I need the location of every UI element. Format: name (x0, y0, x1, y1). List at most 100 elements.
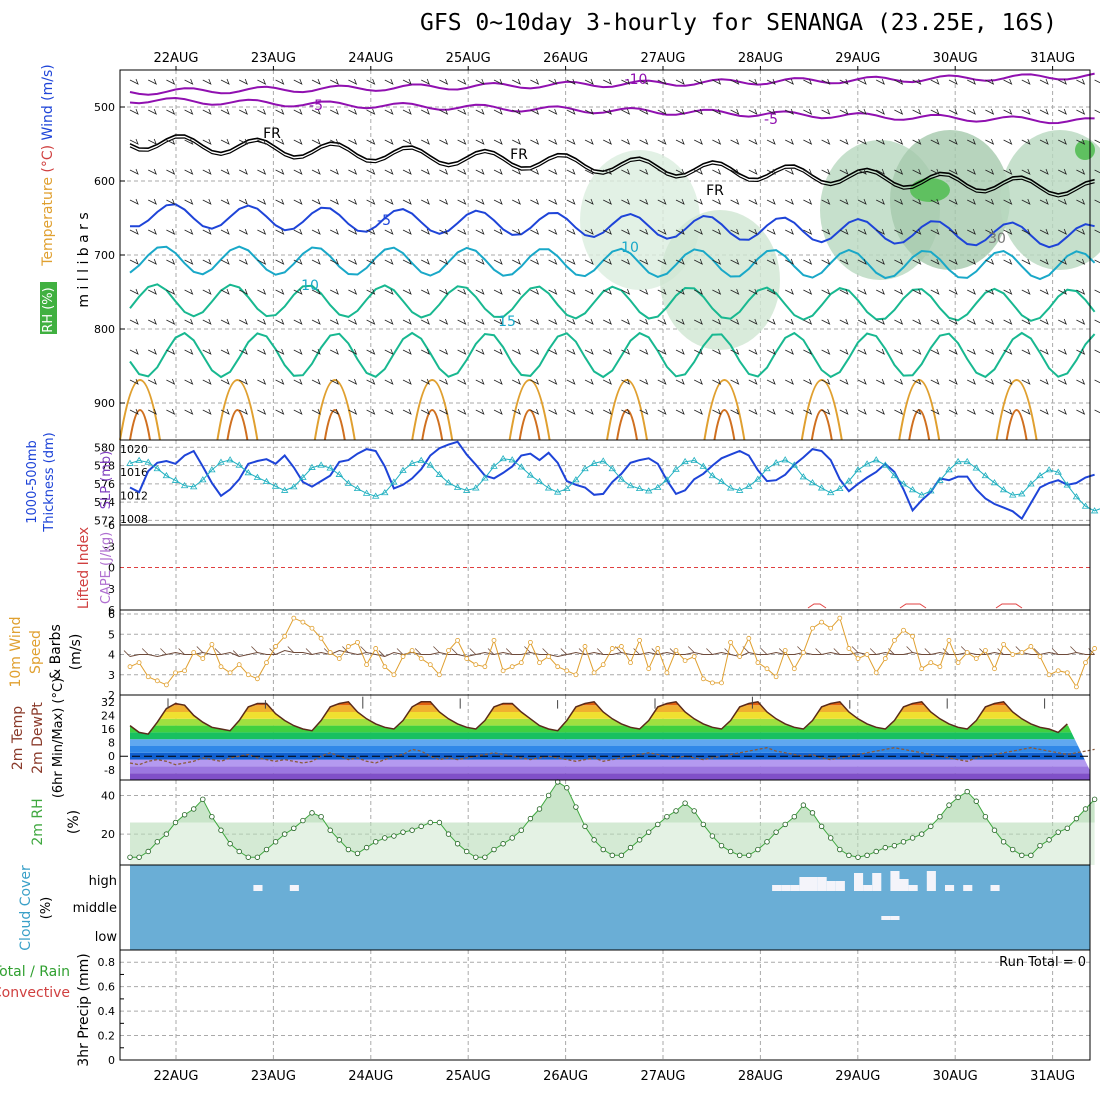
axis-title-part: SLP (mb) (99, 451, 114, 510)
rh-point (919, 831, 925, 837)
axis-title-part: 2m RH (30, 798, 46, 845)
wind-barb (979, 648, 986, 655)
wind-barb (1094, 349, 1100, 354)
slp-marker (244, 469, 253, 476)
wind-barb (421, 78, 430, 85)
wind-speed-point (764, 666, 770, 672)
wind-barb (748, 228, 758, 235)
wind-barb (839, 78, 849, 85)
slp-marker (462, 486, 471, 493)
rh-point (272, 839, 279, 845)
wind-barb (930, 348, 940, 355)
wind-barb (566, 258, 576, 265)
wind-barb (821, 138, 831, 145)
wind-speed-point (327, 650, 333, 655)
wind-barb (457, 318, 467, 325)
rh-shading (660, 210, 780, 350)
axis-title-part: (%) (66, 810, 82, 834)
wind-barb (839, 378, 849, 385)
wind-barb (894, 258, 904, 265)
rh-point (518, 827, 524, 833)
wind-barb (748, 318, 758, 325)
wind-barb (675, 198, 685, 205)
wind-barb (785, 228, 794, 235)
wind-barb (657, 258, 667, 265)
rh-point (309, 810, 315, 816)
date-label-bottom: 30AUG (933, 1069, 978, 1084)
slp-marker (335, 470, 344, 477)
wind-speed-point (154, 678, 160, 684)
wind-barb (293, 378, 303, 385)
wind-barb (421, 138, 430, 145)
wind-speed-point (564, 668, 570, 674)
wind-barb (160, 648, 167, 655)
wind-barb (493, 348, 503, 355)
wind-barb (906, 646, 913, 653)
y-tick-label: 0.4 (98, 1005, 116, 1018)
wind-speed-point (218, 664, 224, 670)
date-label-bottom: 22AUG (153, 1069, 198, 1084)
slp-marker (290, 483, 298, 490)
wind-barb (348, 78, 358, 85)
wind-barb (748, 78, 758, 85)
wind-barb (166, 138, 176, 145)
wind-barb (330, 408, 339, 415)
wind-barb (876, 288, 885, 295)
wind-barb (876, 408, 885, 415)
wind-barb (1076, 228, 1086, 235)
slp-marker (890, 471, 899, 479)
wind-speed-point (919, 666, 925, 672)
wind-barb (839, 258, 849, 265)
rh-point (1037, 842, 1043, 849)
wind-barb (366, 288, 376, 295)
wind-barb (639, 348, 649, 355)
rh-point (1019, 852, 1025, 859)
wind-barb (930, 168, 940, 175)
rh-point (300, 817, 306, 824)
wind-barb (457, 378, 467, 385)
wind-barb (675, 378, 685, 385)
wind-barb (421, 258, 430, 265)
wind-barb (1021, 408, 1031, 415)
date-label-top: 26AUG (543, 51, 588, 66)
wind-speed-point (1019, 650, 1025, 655)
wind-barb (912, 288, 922, 295)
slp-marker (972, 464, 981, 471)
wind-speed-point (418, 656, 424, 661)
rh-point (336, 837, 342, 843)
slp-marker (681, 457, 689, 465)
wind-barb (839, 138, 849, 145)
slp-marker (308, 463, 316, 470)
wind-barb (566, 348, 576, 355)
wind-barb (894, 348, 904, 355)
wind-barb (967, 408, 976, 415)
rh-point (382, 835, 388, 841)
temp-contour-30 (810, 409, 833, 441)
wind-barb (712, 108, 722, 115)
y-tick-label: 580 (94, 441, 115, 454)
slp-marker (490, 462, 498, 469)
wind-barb (202, 378, 212, 385)
wind-barb (584, 108, 594, 115)
wind-speed-point (855, 656, 861, 661)
wind-barb (451, 648, 458, 655)
wind-barb (166, 78, 176, 85)
wind-barb (785, 318, 794, 325)
wind-barb (239, 78, 248, 85)
rh-point (864, 852, 870, 859)
wind-speed-point (791, 666, 797, 672)
wind-barb (712, 348, 722, 355)
slp-marker (508, 456, 516, 463)
rh-point (582, 823, 588, 830)
slp-marker (754, 475, 762, 482)
wind-barb (584, 318, 594, 325)
rh-point (946, 802, 952, 808)
wind-barb (730, 108, 740, 115)
wind-barb (457, 78, 467, 85)
thickness-line (129, 440, 1095, 521)
wind-barb (857, 408, 867, 415)
wind-speed-point (1083, 660, 1088, 666)
wind-barb (985, 168, 995, 175)
wind-speed-point (245, 672, 251, 678)
